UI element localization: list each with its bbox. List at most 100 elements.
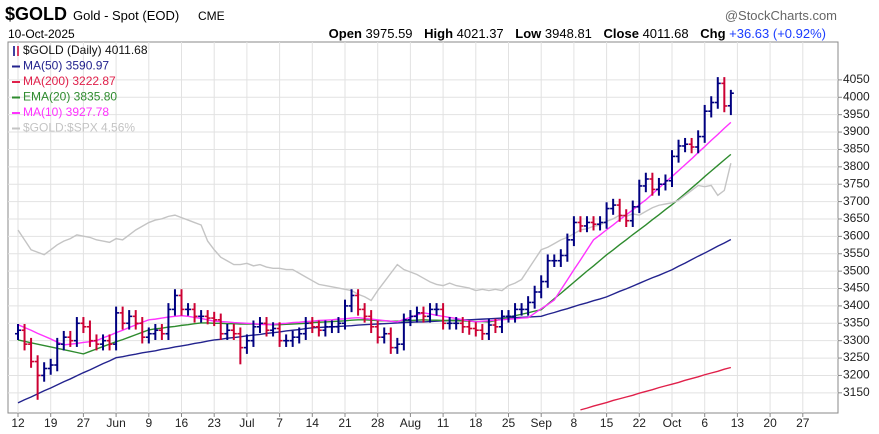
ohlc-bar bbox=[603, 202, 610, 229]
y-tick-label: 3650 bbox=[843, 211, 870, 225]
ohlc-bar bbox=[413, 306, 420, 323]
line-series bbox=[580, 366, 732, 411]
legend-label: MA(200) 3222.87 bbox=[23, 74, 116, 88]
ohlc-bar bbox=[577, 216, 584, 233]
ohlc-bar bbox=[688, 137, 695, 154]
ohlc-bar bbox=[41, 362, 48, 382]
y-tick-label: 3750 bbox=[843, 176, 870, 190]
x-tick-label: 18 bbox=[469, 416, 483, 430]
ohlc-bar bbox=[433, 303, 440, 316]
low-value: 3948.81 bbox=[544, 26, 592, 41]
ohlc-bar bbox=[629, 200, 636, 227]
ohlc-bar bbox=[230, 323, 237, 340]
x-tick-label: 19 bbox=[44, 416, 58, 430]
y-tick-label: 3950 bbox=[843, 107, 870, 121]
ohlc-bar bbox=[113, 306, 120, 351]
ohlc-bar bbox=[73, 317, 80, 347]
ohlc-bar bbox=[498, 310, 505, 334]
ohlc-bar bbox=[708, 96, 715, 118]
ohlc-bar bbox=[289, 330, 296, 347]
ohlc-bar bbox=[315, 320, 322, 337]
ohlc-bar bbox=[655, 177, 662, 196]
y-tick-label: 3450 bbox=[843, 281, 870, 295]
ohlc-bar bbox=[80, 317, 87, 334]
x-tick-label: Sep bbox=[531, 416, 553, 430]
ohlc-bar bbox=[518, 303, 525, 316]
ohlc-bar bbox=[361, 303, 368, 323]
x-tick-label: 7 bbox=[276, 416, 283, 430]
x-tick-label: 21 bbox=[338, 416, 352, 430]
ohlc-bar bbox=[551, 254, 558, 267]
ohlc-bar bbox=[256, 317, 263, 334]
ohlc-bar bbox=[119, 306, 126, 330]
ohlc-bar bbox=[616, 198, 623, 222]
x-tick-label: 20 bbox=[763, 416, 777, 430]
ohlc-bar bbox=[695, 130, 702, 154]
ohlc-bar bbox=[466, 320, 473, 335]
y-tick-label: 3150 bbox=[843, 385, 870, 399]
low-label: Low bbox=[515, 26, 542, 41]
x-tick-label: Jun bbox=[106, 416, 125, 430]
ohlc-bar bbox=[538, 275, 545, 299]
ohlc-bar bbox=[564, 233, 571, 262]
high-label: High bbox=[424, 26, 454, 41]
x-tick-label: 8 bbox=[571, 416, 578, 430]
close-value: 4011.68 bbox=[642, 26, 689, 41]
ohlc-bar bbox=[283, 334, 290, 347]
ohlc-bar bbox=[642, 172, 649, 193]
line-series bbox=[17, 163, 732, 302]
ohlc-bar bbox=[544, 254, 551, 288]
y-tick-label: 3550 bbox=[843, 246, 870, 260]
ohlc-bar bbox=[649, 172, 656, 196]
ohlc-bar bbox=[394, 337, 401, 354]
legend-label: $GOLD:$SPX 4.56% bbox=[23, 121, 135, 135]
ohlc-bar bbox=[355, 289, 362, 316]
ohlc-bar bbox=[570, 216, 577, 247]
ohlc-bar bbox=[237, 327, 244, 365]
x-tick-label: 13 bbox=[731, 416, 745, 430]
ohlc-bar bbox=[28, 337, 35, 368]
y-tick-label: 3500 bbox=[843, 263, 870, 277]
x-tick-label: 23 bbox=[208, 416, 222, 430]
instrument-name: Gold - Spot (EOD) bbox=[73, 8, 180, 23]
x-tick-label: Oct bbox=[663, 416, 682, 430]
y-tick-label: 3700 bbox=[843, 194, 870, 208]
ohlc-bar bbox=[420, 306, 427, 323]
y-tick-label: 3350 bbox=[843, 315, 870, 329]
ohlc-bar bbox=[139, 317, 146, 344]
high-value: 4021.37 bbox=[456, 26, 504, 41]
x-tick-label: 27 bbox=[77, 416, 91, 430]
line-series bbox=[17, 153, 732, 355]
ohlc-bar bbox=[250, 320, 257, 347]
plot-area bbox=[15, 77, 734, 411]
ohlc-bar bbox=[198, 310, 205, 323]
y-tick-label: 3600 bbox=[843, 229, 870, 243]
ohlc-bar bbox=[132, 310, 139, 330]
y-tick-label: 3250 bbox=[843, 350, 870, 364]
ohlc-bar bbox=[374, 320, 381, 344]
ohlc-bar bbox=[525, 296, 532, 316]
ohlc-bar bbox=[243, 334, 250, 354]
ohlc-bar bbox=[669, 150, 675, 187]
exchange: CME bbox=[198, 9, 225, 23]
y-tick-label: 3400 bbox=[843, 298, 870, 312]
ohlc-bar bbox=[368, 310, 375, 334]
grid bbox=[8, 42, 838, 413]
ohlc-bar bbox=[178, 289, 185, 316]
line-series bbox=[17, 121, 732, 346]
ohlc-bar bbox=[440, 303, 447, 330]
ohlc-bar bbox=[211, 311, 218, 327]
y-tick-label: 3900 bbox=[843, 124, 870, 138]
ohlc-bar bbox=[407, 310, 414, 327]
legend-label: MA(50) 3590.97 bbox=[23, 59, 109, 73]
ohlc-bar bbox=[590, 216, 597, 231]
ohlc-bar bbox=[610, 198, 617, 215]
ohlc-bar bbox=[171, 289, 178, 316]
ohlc-bar bbox=[427, 303, 434, 323]
ohlc-bar bbox=[224, 323, 231, 340]
ohlc-bar bbox=[400, 313, 407, 351]
x-tick-label: 15 bbox=[600, 416, 614, 430]
ohlc-bar bbox=[60, 330, 67, 351]
ohlc-bar bbox=[583, 216, 590, 233]
